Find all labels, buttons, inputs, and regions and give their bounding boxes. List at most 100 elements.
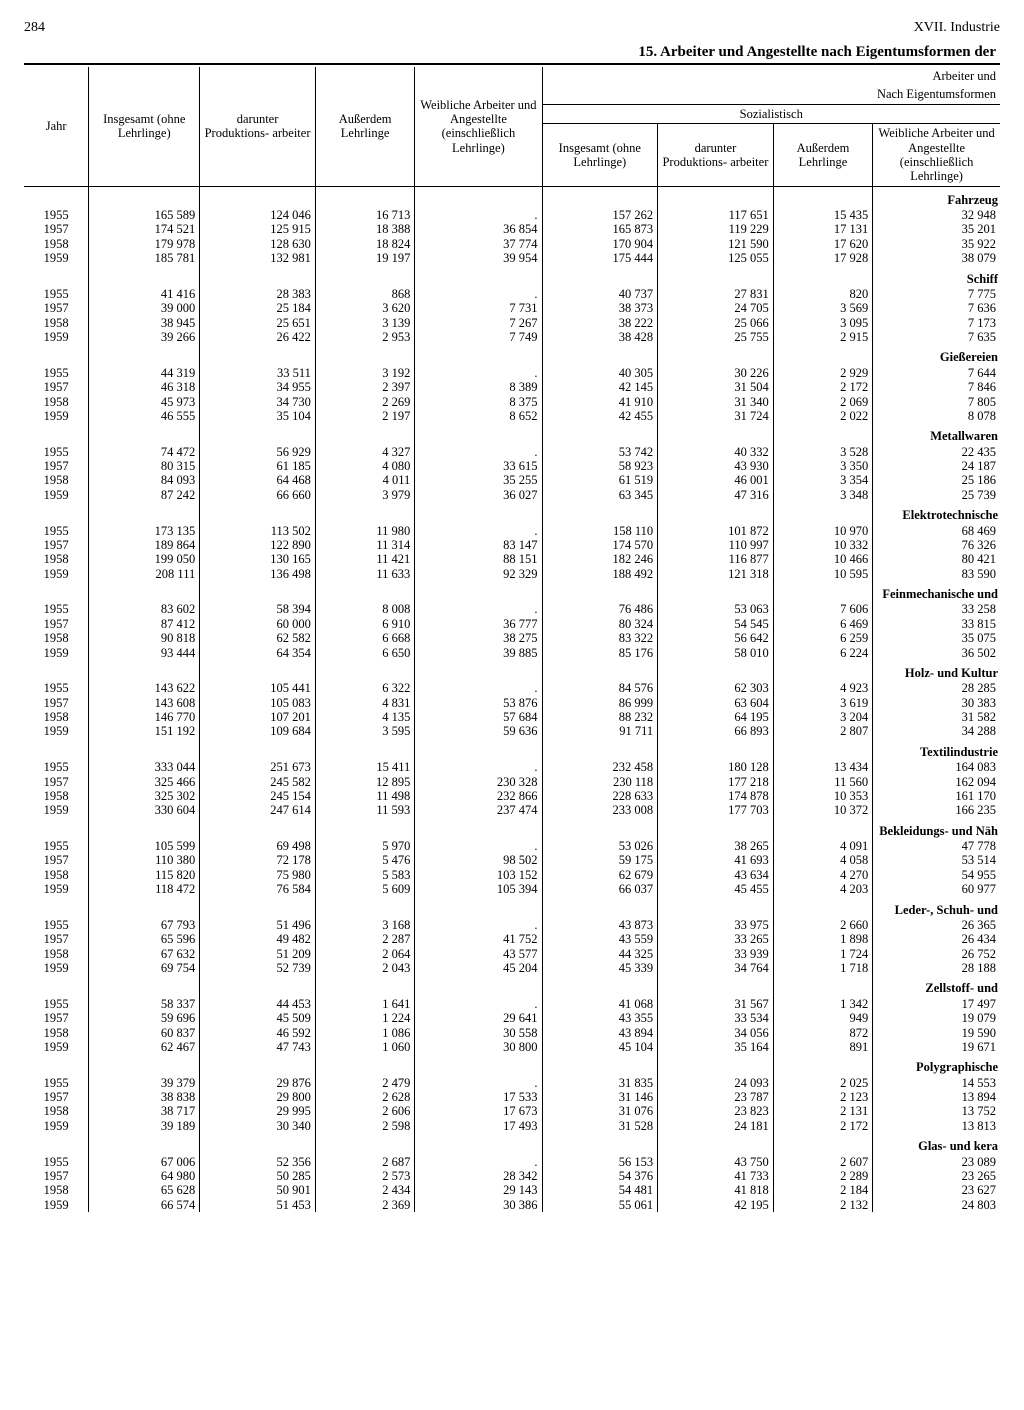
cell: 13 752 bbox=[873, 1104, 1000, 1118]
cell-jahr: 1955 bbox=[24, 760, 89, 774]
cell: 151 192 bbox=[89, 724, 200, 738]
cell: 3 350 bbox=[773, 459, 872, 473]
cell: 35 075 bbox=[873, 631, 1000, 645]
cell: 88 232 bbox=[542, 710, 658, 724]
cell: 28 383 bbox=[200, 287, 316, 301]
table-row: 195738 83829 8002 62817 53331 14623 7872… bbox=[24, 1090, 1000, 1104]
cell: 2 434 bbox=[315, 1183, 414, 1197]
cell: . bbox=[415, 997, 542, 1011]
cell: 3 569 bbox=[773, 301, 872, 315]
page-header: 284 XVII. Industrie bbox=[24, 20, 1000, 36]
cell: 84 576 bbox=[542, 681, 658, 695]
cell: 25 066 bbox=[658, 316, 774, 330]
cell-jahr: 1957 bbox=[24, 222, 89, 236]
cell-jahr: 1957 bbox=[24, 932, 89, 946]
cell: 53 063 bbox=[658, 602, 774, 616]
cell: 62 582 bbox=[200, 631, 316, 645]
section-label: Elektrotechnische bbox=[873, 502, 1000, 523]
cell-jahr: 1958 bbox=[24, 395, 89, 409]
cell: . bbox=[415, 1155, 542, 1169]
cell: 84 093 bbox=[89, 473, 200, 487]
cell: 31 724 bbox=[658, 409, 774, 423]
hdr-c3: Außerdem Lehrlinge bbox=[315, 67, 414, 186]
table-row: 195838 71729 9952 60617 67331 07623 8232… bbox=[24, 1104, 1000, 1118]
cell: 33 939 bbox=[658, 947, 774, 961]
cell: 105 394 bbox=[415, 882, 542, 896]
cell: 180 128 bbox=[658, 760, 774, 774]
cell: 2 269 bbox=[315, 395, 414, 409]
cell: 11 560 bbox=[773, 775, 872, 789]
cell-jahr: 1955 bbox=[24, 839, 89, 853]
statistics-table: Jahr Insgesamt (ohne Lehrlinge) darunter… bbox=[24, 67, 1000, 1212]
cell: 36 502 bbox=[873, 646, 1000, 660]
cell: 251 673 bbox=[200, 760, 316, 774]
cell: 69 754 bbox=[89, 961, 200, 975]
cell-jahr: 1955 bbox=[24, 681, 89, 695]
cell: 24 093 bbox=[658, 1076, 774, 1090]
cell: 52 356 bbox=[200, 1155, 316, 1169]
table-body: Fahrzeug1955165 589124 04616 713.157 262… bbox=[24, 186, 1000, 1212]
cell: 29 143 bbox=[415, 1183, 542, 1197]
cell: 101 872 bbox=[658, 524, 774, 538]
cell: 4 203 bbox=[773, 882, 872, 896]
cell: 87 412 bbox=[89, 617, 200, 631]
cell: 66 893 bbox=[658, 724, 774, 738]
cell: 116 877 bbox=[658, 552, 774, 566]
cell: 2 069 bbox=[773, 395, 872, 409]
cell: 2 607 bbox=[773, 1155, 872, 1169]
cell: 31 340 bbox=[658, 395, 774, 409]
cell: 325 466 bbox=[89, 775, 200, 789]
cell: 7 731 bbox=[415, 301, 542, 315]
cell: 19 197 bbox=[315, 251, 414, 265]
hdr-super-right: Arbeiter und bbox=[542, 67, 1000, 85]
table-row: 195939 18930 3402 59817 49331 52824 1812… bbox=[24, 1119, 1000, 1133]
cell: 7 749 bbox=[415, 330, 542, 344]
cell: 53 514 bbox=[873, 853, 1000, 867]
cell: 19 590 bbox=[873, 1026, 1000, 1040]
cell: 43 355 bbox=[542, 1011, 658, 1025]
cell-jahr: 1955 bbox=[24, 208, 89, 222]
cell: 2 197 bbox=[315, 409, 414, 423]
cell: 42 455 bbox=[542, 409, 658, 423]
cell-jahr: 1955 bbox=[24, 1076, 89, 1090]
cell: 31 076 bbox=[542, 1104, 658, 1118]
cell: 41 818 bbox=[658, 1183, 774, 1197]
cell: 10 595 bbox=[773, 567, 872, 581]
table-row: 1958199 050130 16511 42188 151182 246116… bbox=[24, 552, 1000, 566]
cell: 166 235 bbox=[873, 803, 1000, 817]
cell-jahr: 1957 bbox=[24, 1011, 89, 1025]
cell-jahr: 1958 bbox=[24, 868, 89, 882]
cell: 177 703 bbox=[658, 803, 774, 817]
cell: 1 898 bbox=[773, 932, 872, 946]
cell: 2 479 bbox=[315, 1076, 414, 1090]
cell-jahr: 1959 bbox=[24, 330, 89, 344]
cell-jahr: 1955 bbox=[24, 366, 89, 380]
cell: 53 026 bbox=[542, 839, 658, 853]
table-row: 195739 00025 1843 6207 73138 37324 7053 … bbox=[24, 301, 1000, 315]
cell: 4 091 bbox=[773, 839, 872, 853]
cell: 63 345 bbox=[542, 488, 658, 502]
cell: 45 973 bbox=[89, 395, 200, 409]
cell: 43 750 bbox=[658, 1155, 774, 1169]
cell: 66 660 bbox=[200, 488, 316, 502]
cell: 161 170 bbox=[873, 789, 1000, 803]
table-row: 1957143 608105 0834 83153 87686 99963 60… bbox=[24, 696, 1000, 710]
cell: 43 577 bbox=[415, 947, 542, 961]
cell: 43 873 bbox=[542, 918, 658, 932]
cell-jahr: 1959 bbox=[24, 567, 89, 581]
cell: 179 978 bbox=[89, 237, 200, 251]
cell: 27 831 bbox=[658, 287, 774, 301]
cell: 26 434 bbox=[873, 932, 1000, 946]
table-row: 1957110 38072 1785 47698 50259 17541 693… bbox=[24, 853, 1000, 867]
cell: 59 636 bbox=[415, 724, 542, 738]
table-row: 195946 55535 1042 1978 65242 45531 7242 … bbox=[24, 409, 1000, 423]
cell-jahr: 1958 bbox=[24, 789, 89, 803]
cell: 35 255 bbox=[415, 473, 542, 487]
cell-jahr: 1957 bbox=[24, 853, 89, 867]
cell: 2 025 bbox=[773, 1076, 872, 1090]
cell: 325 302 bbox=[89, 789, 200, 803]
cell: 62 303 bbox=[658, 681, 774, 695]
cell: 170 904 bbox=[542, 237, 658, 251]
cell: 76 326 bbox=[873, 538, 1000, 552]
cell: 11 980 bbox=[315, 524, 414, 538]
